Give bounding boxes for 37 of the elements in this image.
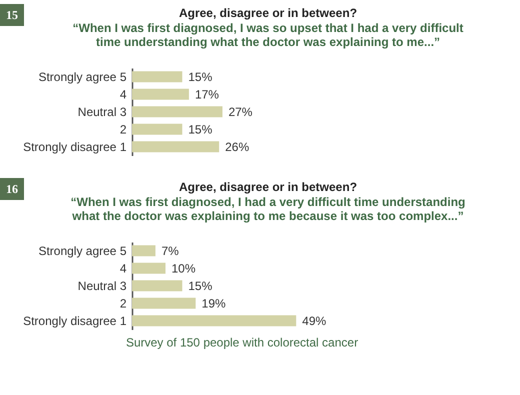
bar xyxy=(132,262,166,274)
data-label: 49% xyxy=(302,314,326,328)
bar xyxy=(132,315,296,326)
bar xyxy=(132,124,182,135)
data-label: 15% xyxy=(188,70,213,84)
chart-title: Agree, disagree or in between? xyxy=(178,180,358,194)
data-label: 10% xyxy=(172,261,196,276)
data-label: 7% xyxy=(161,244,180,258)
y-tick-label: 4 xyxy=(120,87,127,102)
data-label: 19% xyxy=(202,296,226,310)
bar xyxy=(132,245,156,256)
y-tick-label: Strongly agree 5 xyxy=(38,244,127,258)
chart-subtitle: “When I was first diagnosed, I had a very difficult time understanding what the doctor was explaining to me because it was too complex...” xyxy=(70,195,466,223)
bar xyxy=(132,71,182,82)
y-tick-label: 2 xyxy=(120,122,127,136)
bar xyxy=(132,88,189,100)
text: 16 xyxy=(6,182,18,196)
y-tick-label: 2 xyxy=(120,296,127,310)
bar xyxy=(132,280,182,292)
text: Agree, disagree or in between? xyxy=(178,6,358,20)
y-tick-label: Neutral 3 xyxy=(78,278,127,293)
text: 15 xyxy=(6,8,18,22)
y-tick-label: Strongly agree 5 xyxy=(38,70,127,84)
text: “When I was first diagnosed, I was so upset that I had a very difficult time understanding what the doctor was explaining to me...” xyxy=(72,21,464,49)
y-tick-label: Strongly disagree 1 xyxy=(23,314,127,328)
text: Survey of 150 people with colorectal cancer xyxy=(126,336,358,350)
bar xyxy=(132,298,196,309)
y-tick-label: Neutral 3 xyxy=(78,104,127,119)
data-label: 26% xyxy=(225,140,250,154)
y-tick-label: Strongly disagree 1 xyxy=(23,140,127,154)
bar xyxy=(132,141,220,152)
data-label: 27% xyxy=(228,104,253,119)
data-label: 15% xyxy=(188,278,213,293)
y-tick-label: 4 xyxy=(120,261,127,276)
data-label: 17% xyxy=(194,87,220,102)
bar xyxy=(132,106,222,118)
data-label: 15% xyxy=(188,122,213,136)
